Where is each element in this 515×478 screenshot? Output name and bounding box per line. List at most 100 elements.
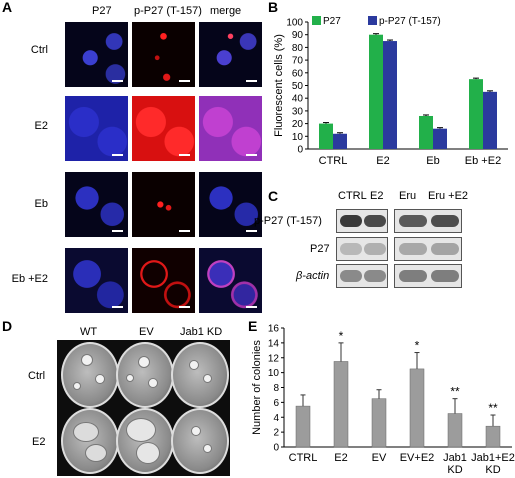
scale-bar — [246, 80, 257, 82]
x-tick-label: EV — [372, 452, 387, 464]
significance-mark: ** — [488, 401, 498, 415]
band — [364, 215, 386, 227]
bar — [333, 361, 349, 448]
panel-a-row-ebe2: Eb +E2 — [11, 273, 48, 285]
panel-e-label: E — [248, 318, 258, 334]
y-tick-label: 30 — [292, 106, 304, 117]
plate-row-e2: E2 — [32, 436, 46, 448]
bar-pp27 — [433, 128, 447, 149]
significance-mark: * — [415, 339, 420, 353]
y-tick-label: 2 — [273, 428, 279, 439]
band — [364, 270, 386, 282]
bar-pp27 — [483, 91, 497, 149]
legend-label: p-P27 (T-157) — [379, 16, 441, 27]
y-tick-label: 40 — [292, 94, 304, 105]
panel-a-col-p27: P27 — [92, 5, 112, 17]
lane-eru: Eru — [399, 190, 417, 202]
micrograph-ctrl-p27 — [65, 22, 128, 87]
colony — [203, 444, 212, 453]
x-tick-label: Eb +E2 — [465, 155, 501, 167]
legend-swatch — [312, 16, 321, 25]
y-tick-label: 4 — [273, 413, 279, 424]
bar — [485, 425, 501, 448]
micrograph-ctrl-merge — [199, 22, 262, 87]
scale-bar — [179, 230, 190, 232]
panel-a-row-e2: E2 — [34, 120, 48, 132]
panel-c-label: C — [268, 188, 279, 204]
y-tick-label: 12 — [268, 353, 280, 364]
micrograph-ctrl-pp27 — [132, 22, 195, 87]
blot-actin-left — [336, 264, 388, 288]
band — [340, 243, 362, 255]
legend-label: P27 — [323, 16, 341, 27]
band — [431, 270, 459, 282]
bar — [447, 413, 463, 448]
blot-row-actin: β-actin — [296, 270, 330, 282]
micrograph-ebe2-merge — [199, 248, 262, 313]
plate-jab1kd-e2 — [171, 408, 229, 474]
y-tick-label: 8 — [273, 383, 279, 394]
blot-actin-right — [394, 264, 462, 288]
band — [364, 243, 386, 255]
plate-col-ev: EV — [139, 326, 154, 338]
y-tick-label: 6 — [273, 398, 279, 409]
panel-b-label: B — [268, 0, 279, 15]
lane-e2: E2 — [370, 190, 384, 202]
bar-p27 — [469, 79, 483, 149]
band — [340, 270, 362, 282]
micrograph-eb-p27 — [65, 172, 128, 237]
colony — [81, 354, 93, 366]
y-tick-label: 14 — [268, 338, 280, 349]
scale-bar — [112, 80, 123, 82]
band — [399, 270, 427, 282]
plate-wt-e2 — [61, 408, 119, 474]
y-tick-label: 50 — [292, 81, 304, 92]
bar-p27 — [369, 34, 383, 150]
lane-eru-e2: Eru +E2 — [428, 190, 469, 202]
bar-pp27 — [333, 133, 347, 149]
colony — [126, 374, 134, 382]
y-axis-label: Fluorescent cells (%) — [273, 34, 285, 137]
scale-bar — [246, 154, 257, 156]
colony — [95, 374, 105, 384]
scale-bar — [112, 154, 123, 156]
blot-pp27-right — [394, 209, 462, 233]
micrograph-eb-pp27 — [132, 172, 195, 237]
panel-a-col-pp27: p-P27 (T-157) — [134, 5, 202, 17]
blot-p27-right — [394, 237, 462, 261]
bar — [295, 405, 311, 448]
y-tick-label: 10 — [292, 132, 304, 143]
x-tick-label: E2 — [376, 155, 389, 167]
scale-bar — [179, 154, 190, 156]
y-tick-label: 90 — [292, 30, 304, 41]
scale-bar — [246, 230, 257, 232]
panel-a-row-eb: Eb — [34, 198, 48, 210]
blot-pp27-left — [336, 209, 388, 233]
significance-mark: ** — [450, 385, 460, 399]
lane-ctrl: CTRL — [338, 190, 367, 202]
y-tick-label: 70 — [292, 56, 304, 67]
bar-p27 — [419, 115, 433, 149]
band — [431, 243, 459, 255]
colony — [148, 378, 158, 388]
colony — [85, 444, 107, 462]
y-tick-label: 80 — [292, 43, 304, 54]
panel-a-row-ctrl: Ctrl — [30, 44, 48, 56]
plate-col-jab1kd: Jab1 KD — [180, 326, 223, 338]
chart-e: 0 2 4 6 8 10 12 14 16 CTRL * E2 EV * EV+E2 ** Jab1 KD ** Ja… — [251, 324, 515, 477]
panel-a-col-merge: merge — [210, 5, 242, 17]
micrograph-e2-merge — [199, 96, 262, 161]
y-tick-label: 60 — [292, 68, 304, 79]
colony — [189, 360, 199, 370]
bar-pp27 — [383, 41, 397, 149]
colony — [136, 442, 160, 464]
scale-bar — [179, 306, 190, 308]
bar — [371, 398, 387, 448]
y-tick-label: 100 — [286, 18, 303, 29]
blot-p27-left — [336, 237, 388, 261]
colony — [138, 356, 150, 368]
band — [340, 215, 362, 227]
plate-photo — [57, 340, 230, 476]
y-tick-label: 20 — [292, 119, 304, 130]
x-tick-label: E2 — [334, 452, 347, 464]
